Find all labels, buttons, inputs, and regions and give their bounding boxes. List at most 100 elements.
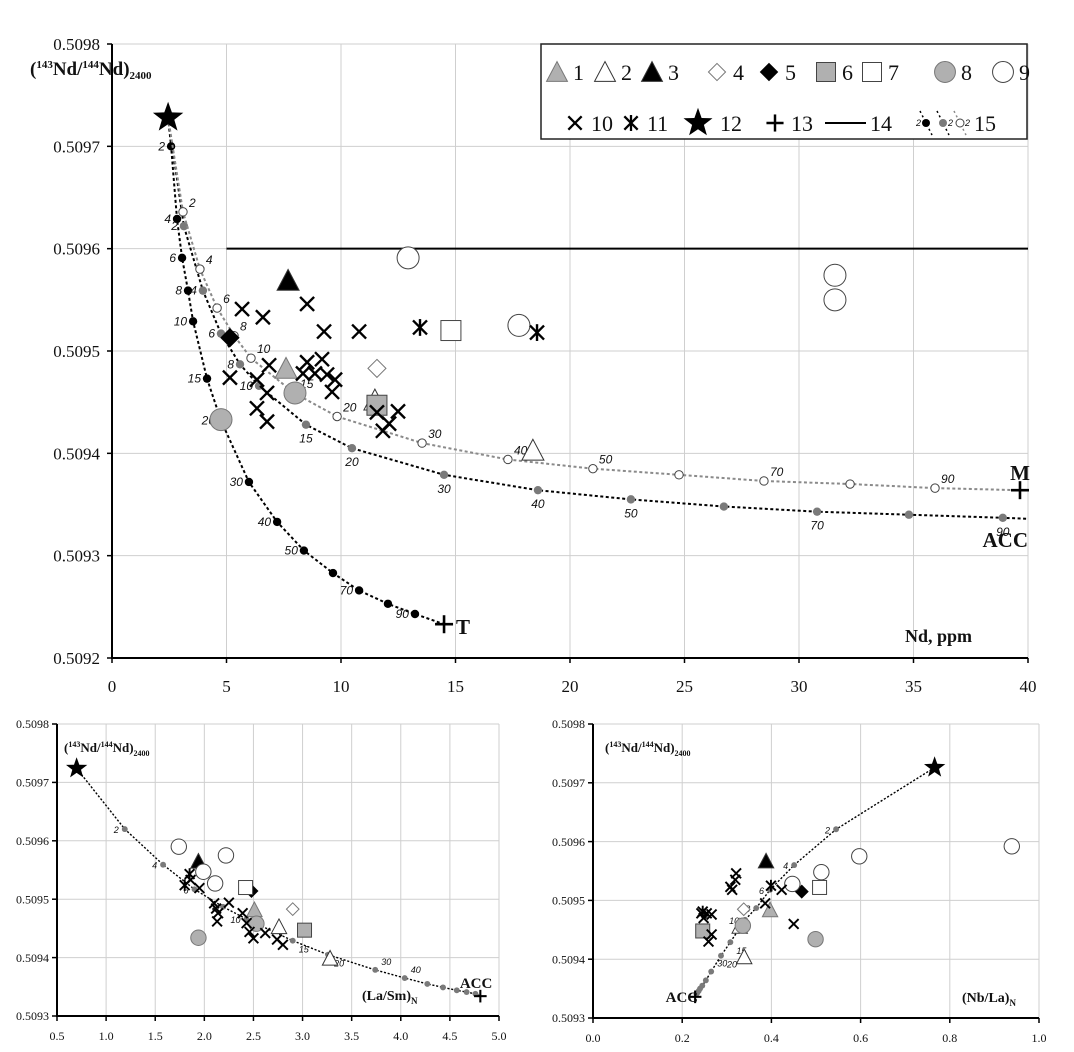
series-open-circle xyxy=(170,838,235,892)
y-axis-title: (143Nd/144Nd)2400 xyxy=(30,59,152,82)
y-title-sup2: 144 xyxy=(642,740,654,749)
cross-marker-point xyxy=(259,927,271,939)
x-tick-label: 1.5 xyxy=(148,1029,163,1043)
mixing-curve-point xyxy=(301,420,311,429)
y-title-b: Nd) xyxy=(99,59,130,80)
black-diamond-point xyxy=(220,327,240,348)
series-black-triangle xyxy=(276,268,300,291)
y-title-a: Nd/ xyxy=(621,740,642,755)
series-asterisk-marker xyxy=(412,319,545,341)
cross-marker-point xyxy=(299,354,315,371)
series-gray-triangle xyxy=(761,901,779,918)
cross-stroke xyxy=(240,917,253,929)
legend-label: 10 xyxy=(591,111,613,136)
open-triangle-point xyxy=(321,949,339,966)
cross-marker-point xyxy=(706,908,718,921)
cross-stroke xyxy=(390,403,406,420)
series-black-diamond xyxy=(220,327,240,348)
cross-stroke xyxy=(259,413,275,430)
plus-marker-point xyxy=(474,989,487,1003)
cross-stroke xyxy=(259,385,275,401)
mixing-curve-point xyxy=(347,444,357,453)
mixing-curve-point xyxy=(383,599,393,608)
mixing-curve-point xyxy=(588,463,598,474)
mixing-percent-label: 6 xyxy=(208,327,215,341)
y-tick-label: 0.5093 xyxy=(552,1011,585,1025)
mixing-curve-point xyxy=(417,438,427,448)
cross-marker-point xyxy=(299,296,315,312)
mixing-percent-label: 50 xyxy=(285,544,299,558)
mixing-curve-line xyxy=(167,117,445,626)
cross-marker-point xyxy=(234,301,250,317)
x-tick-label: 0.4 xyxy=(764,1031,779,1045)
open-circle-point xyxy=(823,263,847,287)
x-tick-label: 1.0 xyxy=(1032,1031,1047,1045)
open-triangle-point xyxy=(270,917,288,935)
cross-marker-point xyxy=(351,323,367,340)
gray-circle-point xyxy=(734,917,752,934)
cross-stroke xyxy=(237,907,249,919)
series-open-triangle xyxy=(270,917,339,966)
open-circle-point xyxy=(851,848,868,865)
open-circle-point xyxy=(823,288,847,312)
plus-marker-point xyxy=(435,615,454,634)
mixing-percent-label: 2 xyxy=(188,196,196,210)
open-square-point xyxy=(812,879,828,895)
y-tick-label: 0.5094 xyxy=(552,952,585,966)
x-tick-label: 2.0 xyxy=(197,1029,212,1043)
mixing-percent-label: 20 xyxy=(342,400,357,414)
cross-stroke xyxy=(193,882,206,894)
cross-stroke xyxy=(259,927,271,939)
legend-item-2: 2 xyxy=(593,60,632,85)
y-title-open: ( xyxy=(64,740,68,755)
series-open-diamond xyxy=(285,902,300,917)
mixing-percent-label: 90 xyxy=(996,525,1010,539)
mixing-curve-point xyxy=(179,221,189,231)
cross-marker-point xyxy=(327,371,343,388)
mixing-curve-point xyxy=(702,977,709,984)
cross-stroke xyxy=(702,935,715,948)
series-open-diamond xyxy=(367,358,387,379)
mixing-curve-acc: 24681015203040ACC xyxy=(76,767,492,1003)
mixing-percent-label: 8 xyxy=(240,320,247,334)
cross-stroke xyxy=(706,908,718,921)
mixing-percent-label: 4 xyxy=(783,861,788,871)
asterisk-marker-point xyxy=(184,868,196,880)
cross-stroke xyxy=(759,897,771,909)
x-tick-label: 0.8 xyxy=(942,1031,957,1045)
y-tick-label: 0.5096 xyxy=(552,835,585,849)
open-square-point xyxy=(862,62,882,82)
y-title-a: Nd/ xyxy=(80,740,101,755)
legend-item-4: 4 xyxy=(707,60,744,85)
cross-stroke xyxy=(212,907,224,919)
x-tick-label: 0.5 xyxy=(50,1029,65,1043)
cross-stroke xyxy=(324,384,340,400)
cross-stroke xyxy=(327,371,343,388)
y-tick-label: 0.5094 xyxy=(16,951,49,965)
gray-square-point xyxy=(297,922,313,938)
cross-stroke xyxy=(729,874,741,886)
cross-stroke xyxy=(706,928,718,941)
legend-label: 14 xyxy=(870,111,892,136)
mixing-percent-label: 30 xyxy=(717,959,727,969)
x-tick-label: 0 xyxy=(108,677,117,696)
legend-item-6: 6 xyxy=(816,60,853,85)
cross-marker-point xyxy=(237,907,249,919)
y-title-sub: 2400 xyxy=(675,749,691,758)
end-member-label-acc: ACC xyxy=(666,990,699,1006)
x-tick-label: 30 xyxy=(791,677,808,696)
cross-marker-point xyxy=(788,918,800,930)
open-circle-point xyxy=(195,863,212,880)
cross-stroke xyxy=(776,884,788,896)
cross-marker-point xyxy=(223,897,235,909)
mixing-curve-point xyxy=(183,286,193,295)
open-diamond-point xyxy=(367,358,387,379)
mixing-percent-label: 15 xyxy=(188,372,202,386)
mixing-percent-label: 2 xyxy=(113,825,119,835)
mixing-percent-label: 40 xyxy=(514,443,528,457)
mixing-percent-label: 4 xyxy=(190,284,197,298)
mixing-percent-label: 30 xyxy=(428,427,442,441)
x-tick-label: 5.0 xyxy=(492,1029,507,1043)
cross-stroke xyxy=(567,115,583,131)
